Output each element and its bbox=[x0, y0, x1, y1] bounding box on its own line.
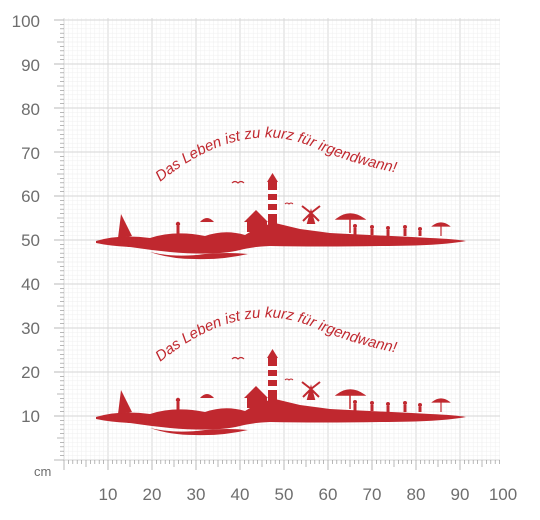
house-body bbox=[247, 222, 267, 232]
lighthouse-top bbox=[267, 349, 278, 358]
x-label-70: 70 bbox=[363, 485, 382, 504]
house-body bbox=[247, 398, 267, 408]
wall-decal-bottom: Das Leben ist zu kurz für irgendwann! bbox=[96, 304, 466, 436]
unit-label: cm bbox=[34, 464, 51, 479]
x-label-30: 30 bbox=[187, 485, 206, 504]
y-label-90: 90 bbox=[21, 56, 40, 75]
y-label-30: 30 bbox=[21, 319, 40, 338]
house-roof bbox=[244, 210, 268, 222]
people bbox=[175, 397, 422, 412]
parasol-left bbox=[200, 218, 214, 222]
wave-stripe bbox=[150, 428, 248, 436]
ruler-labels: cm 10 20 30 40 50 60 70 80 90 100 100 90… bbox=[12, 12, 518, 504]
x-label-40: 40 bbox=[231, 485, 250, 504]
seagull bbox=[284, 202, 294, 205]
y-label-20: 20 bbox=[21, 363, 40, 382]
dune-ground bbox=[96, 223, 466, 254]
x-label-10: 10 bbox=[99, 485, 118, 504]
decal-phrase-top: Das Leben ist zu kurz für irgendwann! bbox=[152, 124, 399, 185]
sailboat bbox=[118, 390, 132, 414]
x-label-100: 100 bbox=[489, 485, 517, 504]
x-label-20: 20 bbox=[143, 485, 162, 504]
y-label-10: 10 bbox=[21, 407, 40, 426]
y-label-80: 80 bbox=[21, 100, 40, 119]
y-label-70: 70 bbox=[21, 144, 40, 163]
seagull bbox=[231, 356, 245, 360]
x-label-90: 90 bbox=[451, 485, 470, 504]
house-roof bbox=[244, 386, 268, 398]
seagull bbox=[231, 180, 245, 184]
x-label-60: 60 bbox=[319, 485, 338, 504]
windmill bbox=[301, 205, 321, 224]
lighthouse-top bbox=[267, 173, 278, 182]
small-umbrella bbox=[431, 222, 451, 236]
windmill bbox=[301, 381, 321, 400]
parasol-left bbox=[200, 394, 214, 398]
parasol-right bbox=[334, 389, 367, 409]
seagull bbox=[284, 378, 294, 381]
sailboat bbox=[118, 214, 132, 238]
coastal-skyline-silhouette bbox=[96, 349, 466, 436]
y-label-50: 50 bbox=[21, 231, 40, 250]
dune-ground bbox=[96, 399, 466, 430]
people bbox=[175, 221, 422, 236]
y-label-40: 40 bbox=[21, 275, 40, 294]
y-label-100: 100 bbox=[12, 12, 40, 31]
parasol-right bbox=[334, 213, 367, 233]
coastal-skyline-silhouette bbox=[96, 173, 466, 260]
small-umbrella bbox=[431, 398, 451, 412]
y-label-60: 60 bbox=[21, 187, 40, 206]
x-label-50: 50 bbox=[275, 485, 294, 504]
wave-stripe bbox=[150, 252, 248, 260]
x-label-80: 80 bbox=[407, 485, 426, 504]
